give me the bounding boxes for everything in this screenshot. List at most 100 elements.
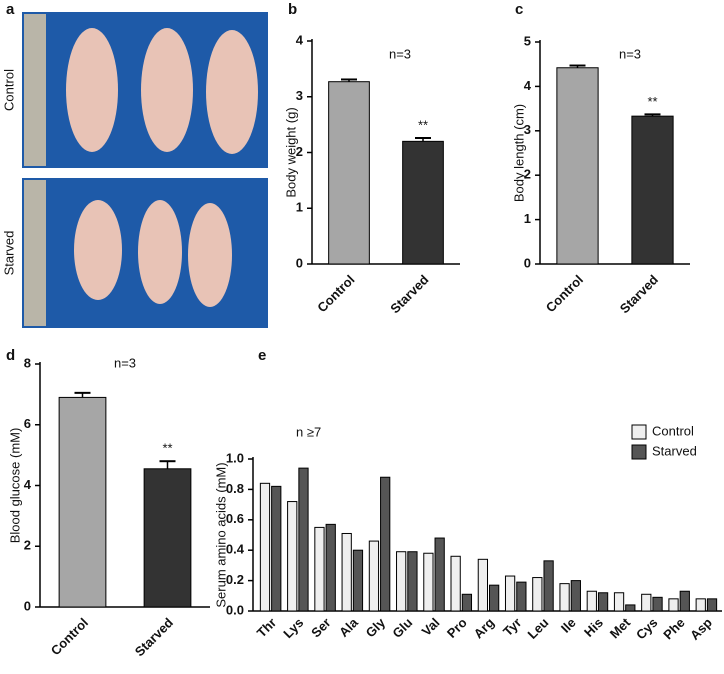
y-tick-label: 2 [24, 538, 31, 553]
bar [668, 598, 679, 612]
bar [461, 593, 473, 612]
bar [679, 590, 690, 612]
panel-label: d [6, 347, 15, 364]
bar [706, 598, 718, 612]
bar [368, 540, 380, 612]
row-label: Control [1, 69, 16, 111]
y-tick-label: 4 [24, 477, 32, 492]
x-tick-label: Lys [280, 615, 306, 641]
bar [597, 592, 609, 612]
y-tick-label: 0 [524, 255, 531, 270]
bar [271, 485, 282, 612]
x-tick-label: Cys [633, 615, 660, 642]
x-tick-label: Phe [660, 615, 687, 642]
x-tick-label: Starved [132, 615, 176, 659]
bar [450, 555, 461, 612]
pup [188, 203, 232, 307]
x-tick-label: Ala [336, 614, 361, 639]
legend-swatch [631, 424, 647, 440]
bar [489, 584, 500, 612]
x-tick-label: Starved [617, 272, 661, 316]
bar [631, 115, 674, 265]
panel-label: e [258, 347, 266, 364]
y-tick-label: 1 [524, 211, 531, 226]
y-tick-label: 1.0 [226, 450, 244, 465]
bar [532, 577, 543, 612]
y-tick-label: 0.2 [226, 572, 244, 587]
significance-label: ** [418, 117, 428, 132]
photo-panel: a Control Starved [1, 1, 268, 328]
bar [328, 81, 370, 265]
bar [613, 592, 625, 612]
x-tick-label: Control [48, 615, 91, 658]
panel-label: a [6, 1, 15, 18]
y-tick-label: 5 [524, 33, 531, 48]
bar [695, 598, 706, 612]
bar [58, 396, 107, 608]
y-axis-label: Body weight (g) [283, 107, 298, 197]
x-tick-label: Control [543, 272, 586, 315]
x-tick-label: Tyr [500, 615, 524, 639]
pup [74, 200, 122, 300]
y-tick-label: 3 [524, 122, 531, 137]
legend-label: Control [652, 423, 694, 438]
bar [641, 593, 652, 612]
y-tick-label: 0.6 [226, 511, 244, 526]
ruler [24, 14, 46, 166]
x-tick-label: Gly [363, 614, 389, 640]
y-tick-label: 4 [296, 32, 304, 47]
x-tick-label: Met [607, 614, 634, 641]
bar [396, 551, 407, 612]
panel-label: c [515, 1, 523, 18]
bar [287, 501, 298, 612]
n-label: n=3 [619, 46, 641, 61]
y-tick-label: 6 [24, 416, 31, 431]
bar [259, 482, 271, 612]
bar [341, 532, 352, 612]
x-tick-label: His [581, 615, 606, 640]
legend-swatch [631, 444, 647, 460]
x-tick-label: Ile [558, 615, 579, 636]
row-label: Starved [1, 231, 16, 276]
bar [625, 604, 636, 612]
y-axis-label: Serum amino acids (mM) [213, 462, 228, 607]
bar [314, 526, 325, 612]
significance-label: ** [647, 94, 657, 109]
y-tick-label: 2 [524, 167, 531, 182]
x-tick-label: Leu [525, 615, 552, 642]
significance-label: ** [162, 441, 172, 456]
x-tick-label: Starved [387, 272, 431, 316]
bar [516, 581, 527, 612]
y-tick-label: 4 [524, 78, 532, 93]
pup [138, 200, 182, 304]
bar [504, 575, 516, 612]
bar [423, 552, 434, 612]
ruler [24, 180, 46, 326]
bar [586, 590, 597, 612]
bar [325, 523, 336, 612]
bar [143, 468, 192, 608]
bar [652, 596, 663, 612]
pup [206, 30, 258, 154]
y-tick-label: 0 [24, 598, 31, 613]
bar [556, 67, 599, 265]
bar [402, 140, 444, 265]
y-tick-label: 8 [24, 355, 31, 370]
y-tick-label: 1 [296, 200, 303, 215]
y-tick-label: 2 [296, 144, 303, 159]
pup [141, 28, 193, 152]
n-label: n ≥7 [296, 424, 321, 439]
x-tick-label: Ser [308, 615, 333, 640]
x-tick-label: Thr [254, 615, 279, 640]
x-tick-label: Pro [444, 615, 470, 641]
pup [66, 28, 118, 152]
x-tick-label: Control [314, 272, 357, 315]
bar [559, 583, 570, 612]
x-tick-label: Glu [389, 615, 415, 641]
x-tick-label: Val [419, 615, 443, 639]
n-label: n=3 [389, 46, 411, 61]
y-tick-label: 0.4 [226, 542, 245, 557]
x-tick-label: Arg [471, 615, 497, 641]
y-axis-label: Body length (cm) [511, 104, 526, 202]
